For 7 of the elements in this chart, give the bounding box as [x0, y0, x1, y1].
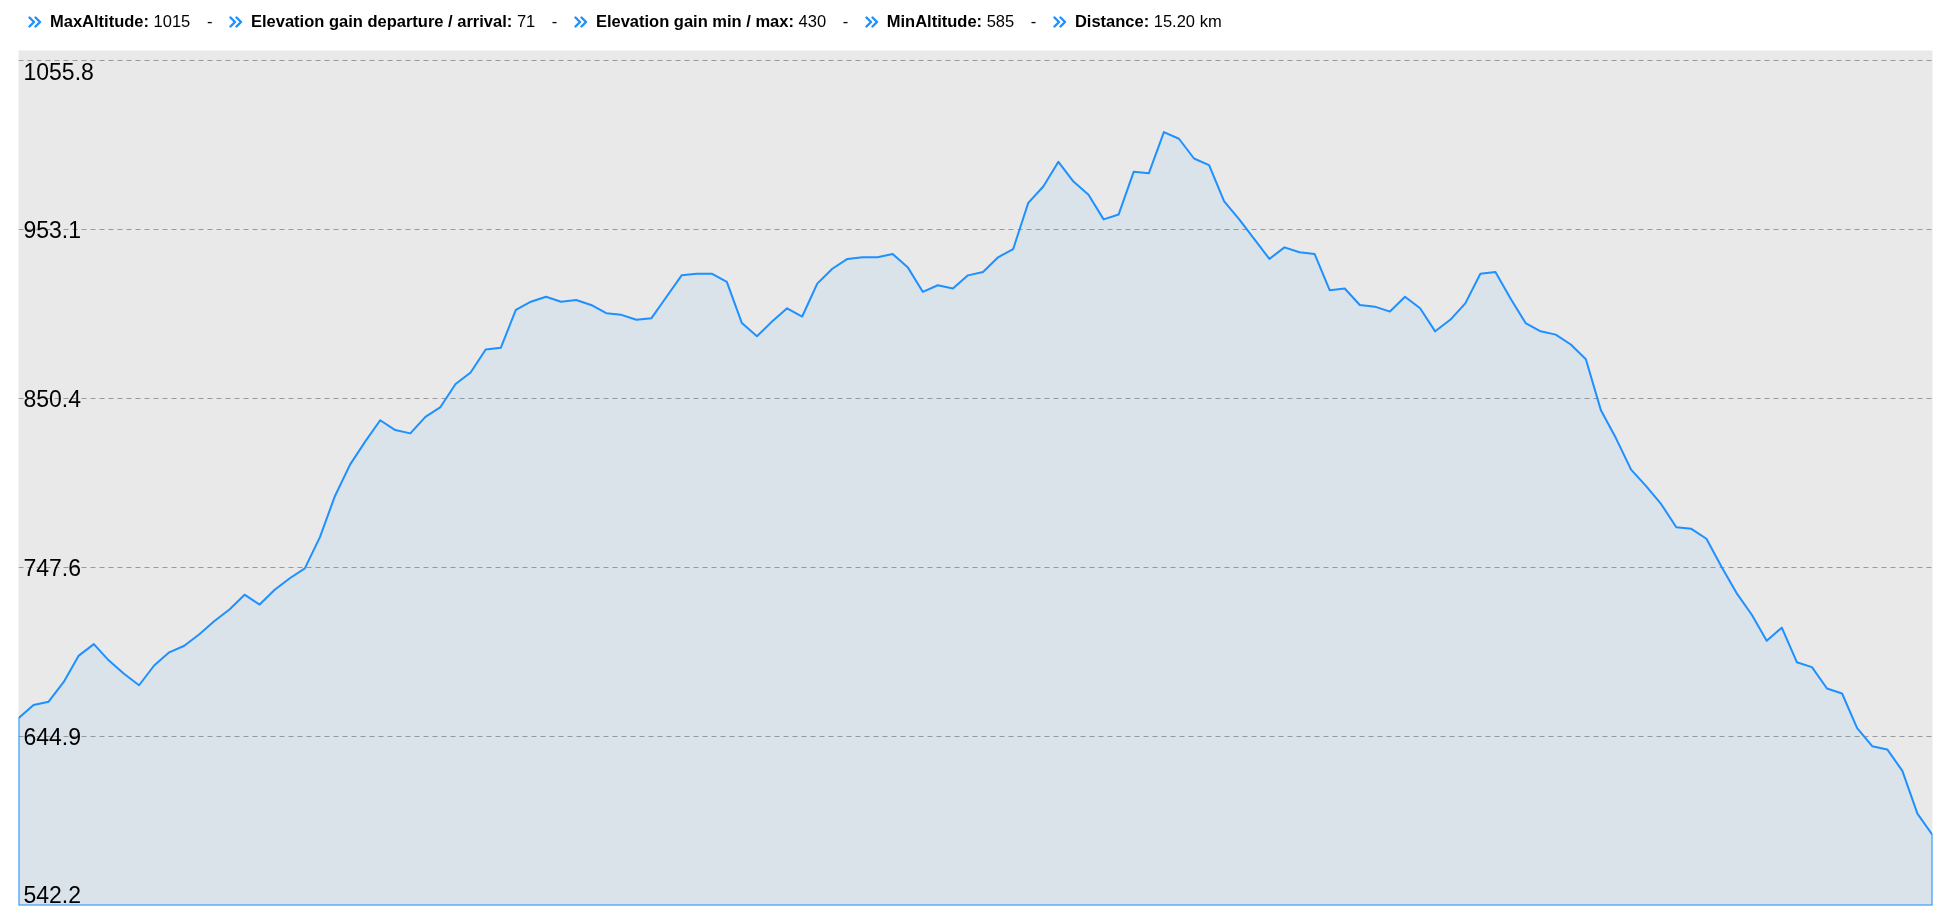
y-tick-label: 850.4 — [23, 385, 82, 412]
chart-title: MaxAltitude: 1015 - Elevation gain departure / arrival: 71 - Elevation gain min / max: 430 - MinAltitude: 585 - Distance: 15.20 km — [50, 12, 1222, 31]
y-tick-label: 644.9 — [23, 723, 82, 750]
y-tick-label: 1055.8 — [23, 59, 94, 86]
y-tick-label: 953.1 — [23, 216, 82, 243]
y-tick-label: 747.6 — [23, 554, 82, 581]
y-tick-label: 542.2 — [23, 881, 82, 908]
